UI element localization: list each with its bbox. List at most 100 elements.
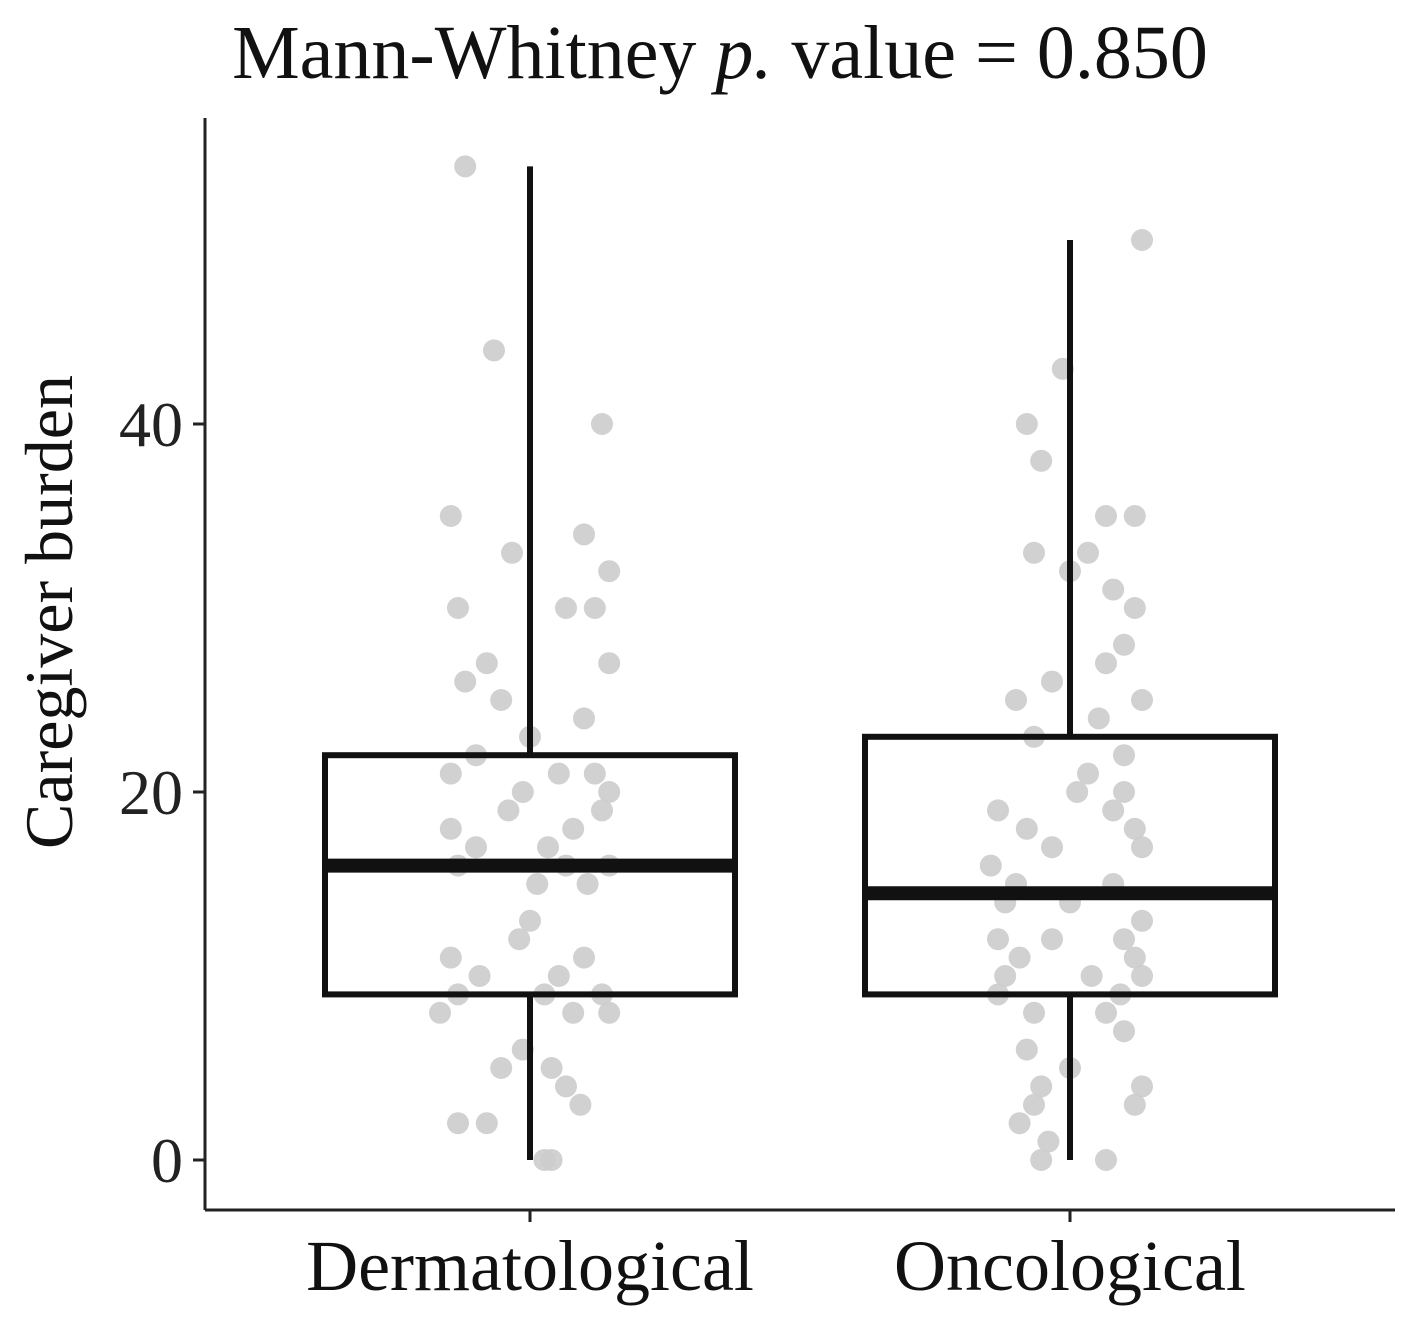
data-point — [1030, 1075, 1053, 1098]
data-point — [1015, 413, 1038, 435]
data-point — [1005, 689, 1027, 711]
data-point — [591, 799, 613, 822]
data-point — [1123, 946, 1146, 969]
data-point — [591, 413, 613, 435]
data-point — [1041, 928, 1063, 951]
data-point — [1131, 965, 1153, 987]
data-point — [1023, 541, 1045, 564]
data-point — [519, 909, 541, 932]
data-point — [1131, 1075, 1153, 1098]
data-point — [573, 523, 595, 546]
data-point — [465, 836, 487, 859]
data-point — [540, 1149, 563, 1171]
title-prefix: Mann-Whitney — [232, 11, 715, 95]
data-point — [439, 817, 462, 840]
data-point — [1041, 836, 1063, 859]
boxes-layer — [322, 166, 1278, 1160]
data-point — [1095, 505, 1117, 527]
data-point — [1008, 946, 1031, 969]
data-point — [1123, 817, 1146, 840]
data-point — [483, 339, 505, 362]
data-point — [501, 541, 523, 564]
data-point — [569, 1093, 592, 1116]
data-point — [1023, 1001, 1045, 1024]
iqr-box — [322, 752, 738, 998]
data-point — [1066, 781, 1089, 803]
data-point — [475, 1112, 498, 1135]
data-point — [1131, 909, 1153, 932]
data-point — [490, 689, 513, 711]
data-point — [1023, 1093, 1045, 1116]
data-point — [1113, 633, 1135, 656]
axes-layer: 0 20 40 Dermatological Oncological — [119, 118, 1395, 1306]
data-point — [1077, 762, 1099, 785]
data-point — [1095, 1149, 1117, 1171]
data-point — [1102, 578, 1125, 601]
data-point — [987, 928, 1009, 951]
data-point — [429, 1001, 451, 1024]
data-point — [1113, 928, 1135, 951]
data-point — [475, 652, 498, 675]
data-point — [1008, 1112, 1031, 1135]
y-axis-label: Caregiver burden — [11, 375, 87, 849]
data-point — [598, 560, 621, 583]
data-point — [573, 946, 595, 969]
data-point — [439, 505, 462, 527]
data-point — [537, 836, 559, 859]
data-point — [540, 1057, 563, 1079]
data-point — [547, 965, 570, 987]
data-point — [555, 597, 577, 619]
data-point — [994, 965, 1017, 987]
data-point — [1095, 652, 1117, 675]
data-point — [454, 670, 477, 693]
points-layer — [429, 155, 1153, 1171]
data-point — [1030, 449, 1053, 472]
title-italic: p. — [710, 11, 772, 95]
data-point — [583, 597, 606, 619]
data-point — [454, 155, 477, 178]
y-tick-label: 20 — [119, 757, 183, 828]
data-point — [583, 762, 606, 785]
data-point — [526, 873, 549, 895]
data-point — [598, 652, 621, 675]
data-point — [1041, 670, 1063, 693]
data-point — [1015, 817, 1038, 840]
title-suffix: value = 0.850 — [772, 11, 1207, 95]
data-point — [447, 1112, 469, 1135]
data-point — [1077, 541, 1099, 564]
data-point — [1131, 229, 1153, 251]
iqr-box — [862, 733, 1278, 998]
data-point — [1113, 781, 1135, 803]
data-point — [979, 854, 1002, 877]
x-tick-label: Oncological — [894, 1226, 1246, 1306]
data-point — [562, 1001, 585, 1024]
data-point — [490, 1057, 513, 1079]
data-point — [1113, 744, 1135, 767]
data-point — [1087, 707, 1110, 730]
data-point — [1095, 1001, 1117, 1024]
data-point — [1131, 689, 1153, 711]
data-point — [1131, 836, 1153, 859]
data-point — [511, 781, 534, 803]
y-tick-label: 40 — [119, 389, 183, 460]
data-point — [555, 1075, 577, 1098]
data-point — [1123, 597, 1146, 619]
data-point — [508, 928, 531, 951]
chart-title: Mann-Whitney p. value = 0.850 — [232, 11, 1208, 95]
data-point — [1123, 1093, 1146, 1116]
data-point — [987, 799, 1009, 822]
data-point — [576, 873, 599, 895]
data-point — [1113, 1020, 1135, 1043]
data-point — [439, 762, 462, 785]
data-point — [1080, 965, 1103, 987]
data-point — [439, 946, 462, 969]
data-point — [447, 597, 469, 619]
data-point — [562, 817, 585, 840]
data-point — [1102, 799, 1125, 822]
y-tick-label: 0 — [151, 1125, 183, 1196]
data-point — [1015, 1038, 1038, 1061]
data-point — [497, 799, 520, 822]
data-point — [598, 1001, 621, 1024]
x-tick-label: Dermatological — [306, 1226, 754, 1306]
